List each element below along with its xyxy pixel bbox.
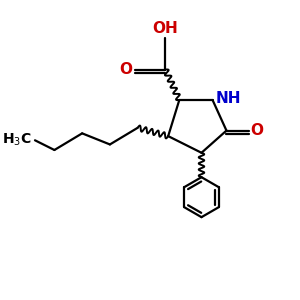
Text: H$_3$C: H$_3$C [2,132,32,148]
Text: NH: NH [216,91,242,106]
Text: O: O [250,123,264,138]
Text: OH: OH [152,21,178,36]
Text: O: O [119,62,132,77]
